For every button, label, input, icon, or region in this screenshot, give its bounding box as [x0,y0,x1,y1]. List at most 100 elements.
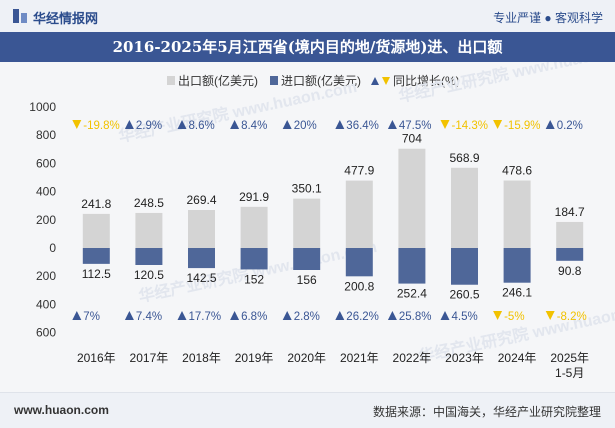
x-tick-label: 2021年 [340,351,379,365]
import-up-triangle-icon [72,311,82,320]
data-labels: 241.8 248.5 269.4 291.9 350.1 477.9 704 568.9 47… [81,132,585,302]
import-growth-label: 17.7% [189,311,222,323]
growth-rates: -19.8% 2.9% 8.6% 8.4% 20% 36.4% 47.5% -14.3% -15… [72,120,587,323]
x-tick-label: 2024年 [498,351,537,365]
import-up-triangle-icon [335,311,345,320]
x-tick-label: 2020年 [287,351,326,365]
y-tick-label: 0 [49,241,56,255]
x-tick-label: 2023年 [445,351,484,365]
export-up-triangle-icon [124,120,134,129]
import-bar [293,248,321,270]
export-bar [345,180,373,248]
import-growth-label: 7.4% [136,311,162,323]
import-value-label: 112.5 [82,267,111,281]
export-bar [556,221,584,248]
export-value-label: 291.9 [239,190,269,204]
export-up-triangle-icon [387,120,397,129]
import-up-triangle-icon [387,311,397,320]
footer-source: 数据来源：中国海关，华经产业研究院整理 [372,405,601,419]
export-up-triangle-icon [545,120,555,129]
import-bar [503,248,531,283]
import-value-label: 252.4 [397,287,427,301]
export-value-label: 478.6 [502,164,532,178]
export-down-triangle-icon [440,120,450,129]
export-growth-label: 0.2% [557,120,583,132]
export-growth-label: 20% [294,120,317,132]
y-tick-label: 400 [36,185,56,199]
import-growth-label: 2.8% [294,311,320,323]
export-growth-label: -14.3% [452,120,488,132]
import-bar [240,248,268,270]
import-value-label: 260.5 [449,288,479,302]
export-bar [240,206,268,248]
legend-down-triangle-icon [382,77,390,85]
import-growth-label: 25.8% [399,311,432,323]
export-value-label: 350.1 [292,182,322,196]
footer-url: www.huaon.com [14,403,109,417]
import-up-triangle-icon [124,311,134,320]
import-value-label: 200.8 [344,279,374,293]
import-down-triangle-icon [493,311,503,320]
y-tick-label: 1000 [29,100,56,114]
chart-title: 2016-2025年5月江西省(境内目的地/货源地)进、出口额 [0,32,615,62]
export-growth-label: -15.9% [504,120,540,132]
header-bar: 华经情报网 专业严谨 ● 客观科学 [0,0,615,33]
import-growth-label: 4.5% [452,311,478,323]
import-bar [345,248,373,277]
y-axis: 1000 800 600 400 200 0 200 400 600 [29,100,56,340]
import-growth-label: -5% [504,311,524,323]
export-value-label: 568.9 [449,151,479,165]
import-value-label: 120.5 [134,268,164,282]
export-bar [188,210,215,248]
legend: 出口额(亿美元) 进口额(亿美元) 同比增长(%) [167,73,460,88]
export-up-triangle-icon [335,120,345,129]
export-value-label: 184.7 [555,205,585,219]
x-tick-label: 2018年 [182,351,221,365]
export-bar [82,213,110,248]
export-bar [398,148,426,248]
export-bar [135,212,163,248]
import-value-label: 156 [297,273,317,287]
import-up-triangle-icon [230,311,240,320]
import-growth-label: 26.2% [346,311,379,323]
import-growth-label: 6.8% [241,311,267,323]
export-value-label: 241.8 [81,197,111,211]
export-growth-label: -19.8% [83,120,119,132]
y-tick-label: 200 [36,213,56,227]
y-tick-label: 600 [36,156,56,170]
watermark-text: 华经产业研究院 www.huaon.com [397,62,615,106]
import-value-label: 246.1 [502,286,532,300]
import-bar [556,248,584,261]
legend-export-label: 出口额(亿美元) [178,73,258,88]
logo-icon [13,9,27,23]
legend-import-label: 进口额(亿美元) [281,73,361,88]
legend-up-triangle-icon [371,77,379,85]
x-axis: 2016年 2017年 2018年 2019年 2020年 2021年 2022年 2023年… [77,351,589,380]
import-growth-label: -8.2% [557,311,587,323]
export-value-label: 248.5 [134,196,164,210]
export-bar [503,180,531,248]
import-bar [82,248,110,264]
import-bar [188,248,215,269]
export-down-triangle-icon [493,120,503,129]
x-tick-label: 2017年 [130,351,169,365]
import-up-triangle-icon [177,311,187,320]
import-value-label: 90.8 [558,264,582,278]
x-tick-label: 2025年 1-5月 [550,351,589,380]
footer-bar: www.huaon.com 数据来源：中国海关，华经产业研究院整理 [0,392,615,428]
import-up-triangle-icon [282,311,292,320]
export-growth-label: 8.6% [189,120,215,132]
import-value-label: 152 [244,272,264,286]
export-growth-label: 2.9% [136,120,162,132]
export-value-label: 477.9 [344,164,374,178]
export-up-triangle-icon [282,120,292,129]
import-bar [135,248,163,265]
import-bar [451,248,478,285]
legend-growth-label: 同比增长(%) [393,74,460,88]
chart-area: 出口额(亿美元) 进口额(亿美元) 同比增长(%) 华经产业研究院 www.huao… [29,62,615,380]
x-tick-label: 2016年 [77,351,116,365]
export-down-triangle-icon [72,120,82,129]
export-up-triangle-icon [230,120,240,129]
import-up-triangle-icon [440,311,450,320]
legend-export-swatch [167,76,175,85]
